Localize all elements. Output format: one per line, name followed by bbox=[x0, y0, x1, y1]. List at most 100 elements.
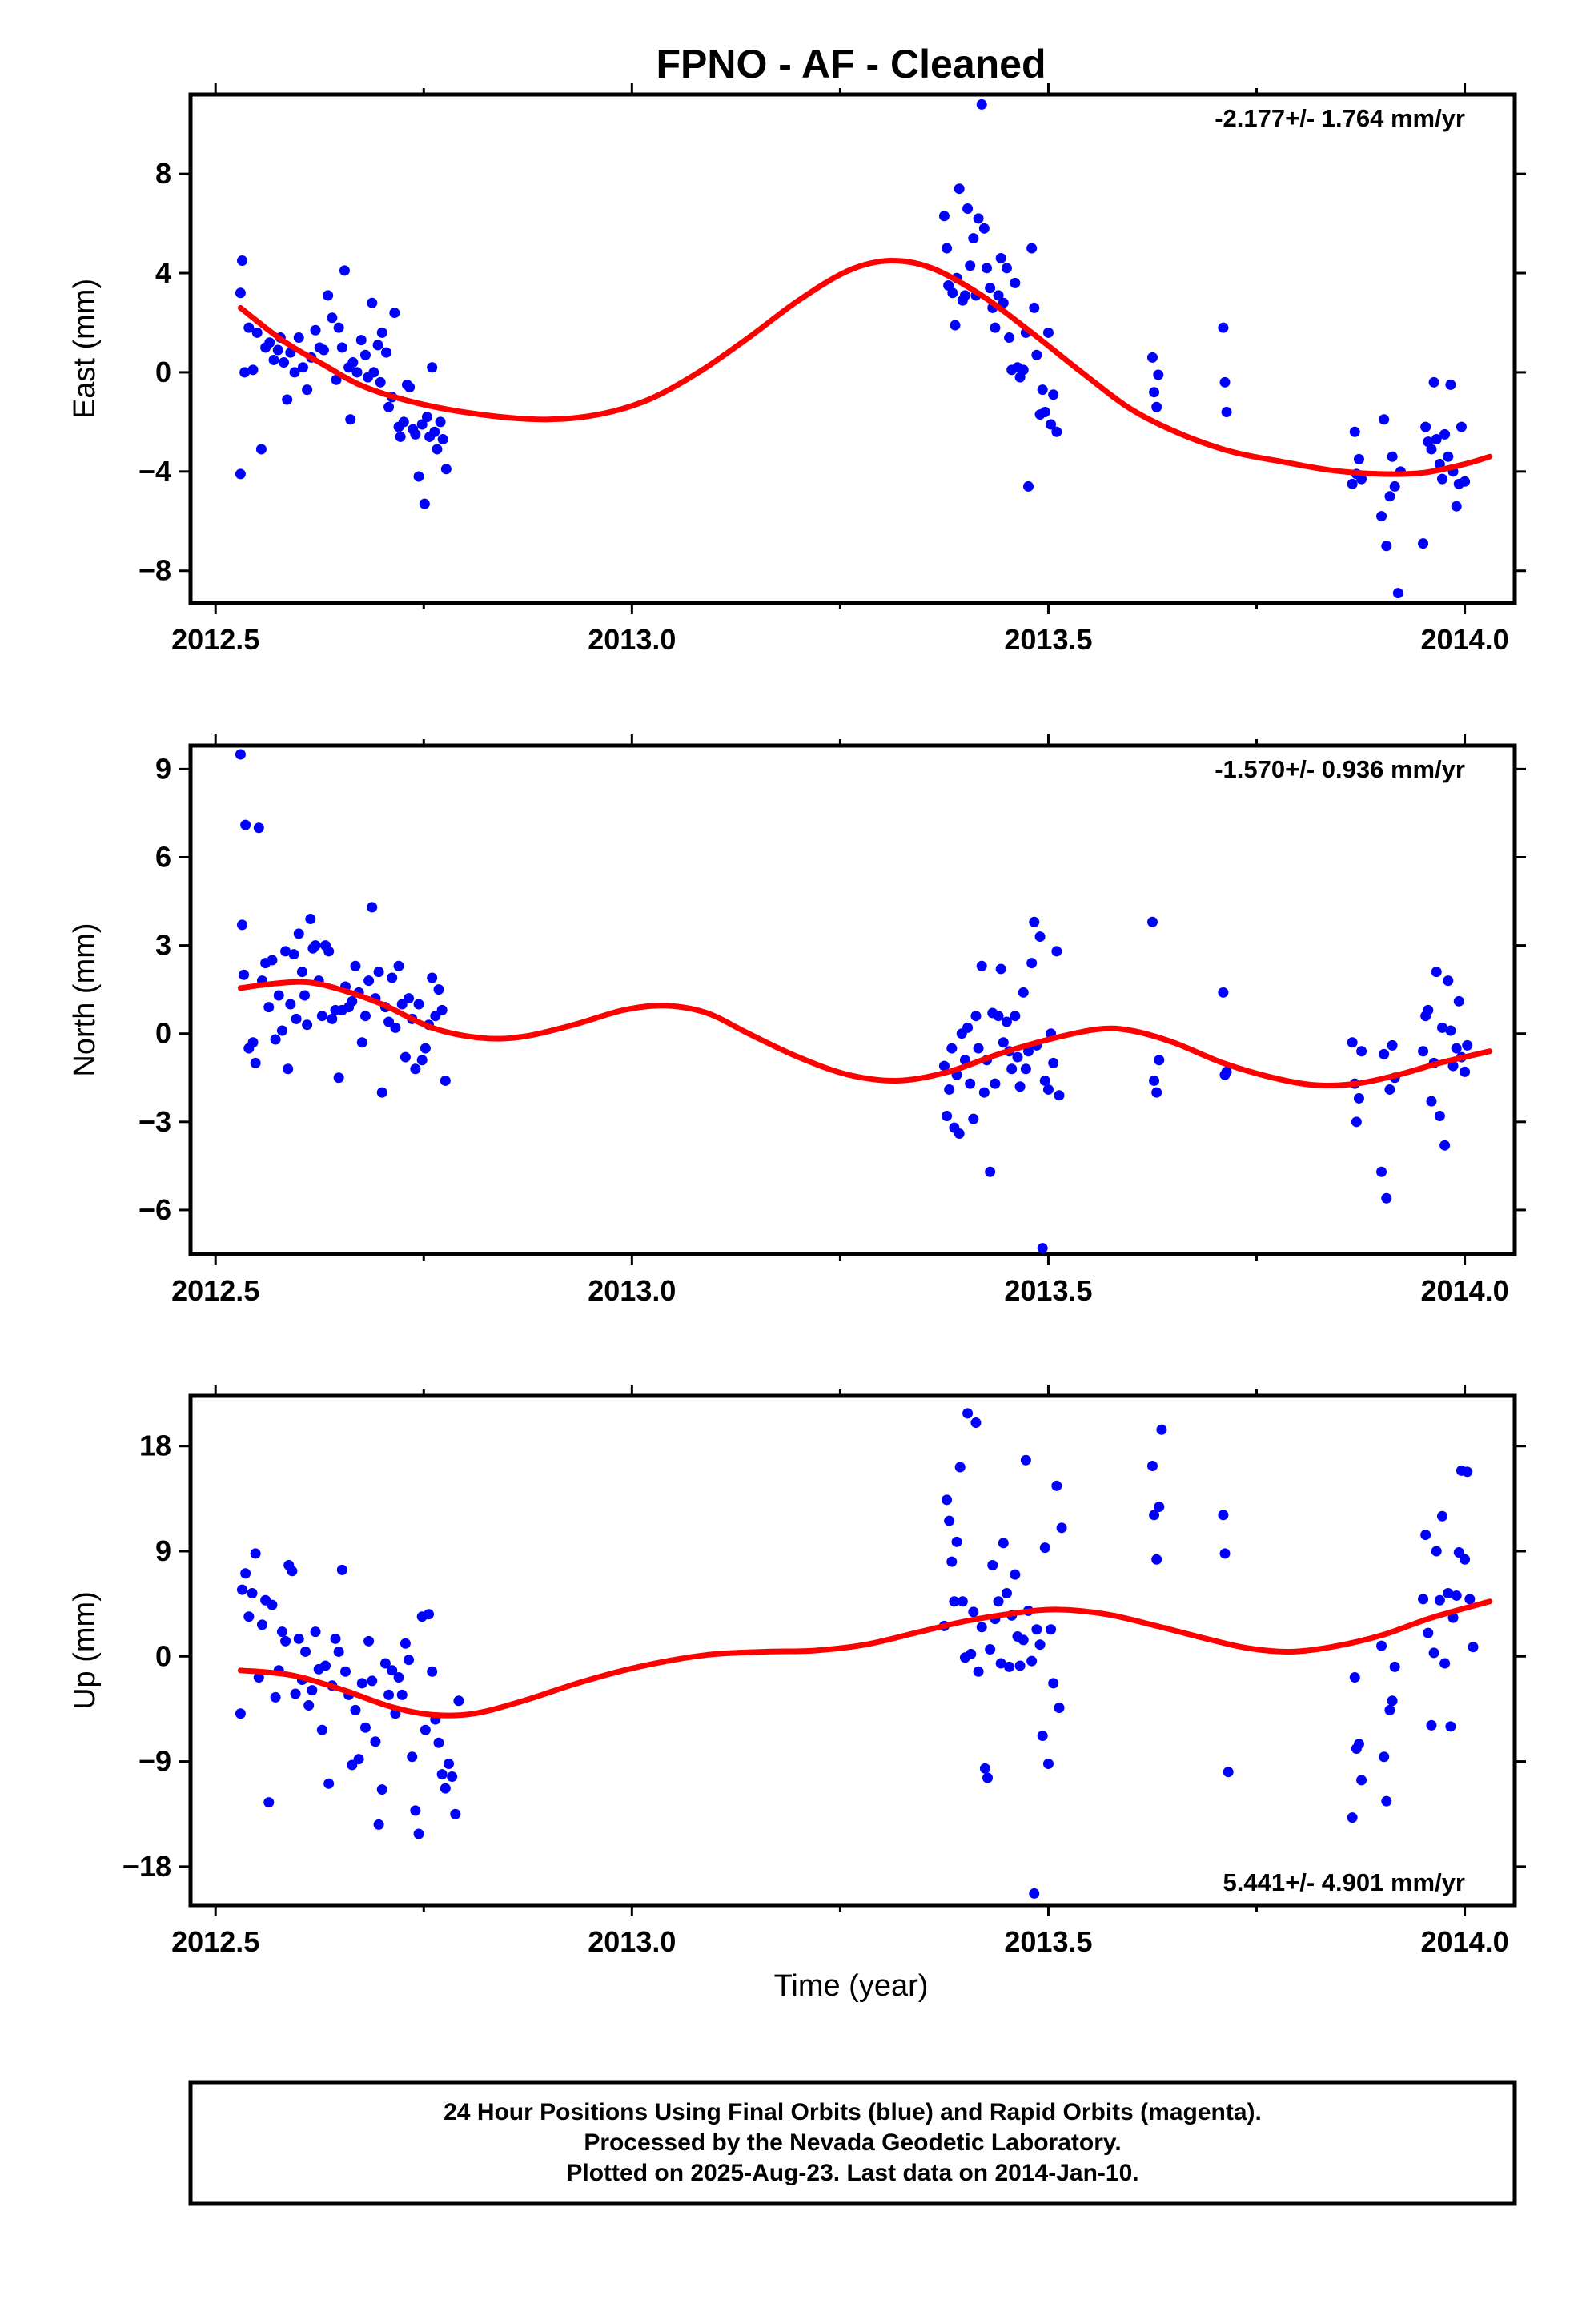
east-data-point bbox=[954, 183, 965, 195]
east-data-point bbox=[1387, 451, 1398, 462]
up-data-point bbox=[413, 1828, 424, 1839]
north-data-point bbox=[1034, 931, 1046, 943]
north-data-point bbox=[1042, 1084, 1054, 1095]
up-data-point bbox=[287, 1566, 298, 1577]
up-data-point bbox=[404, 1655, 415, 1666]
north-data-point bbox=[383, 1016, 395, 1027]
up-data-point bbox=[1439, 1658, 1451, 1669]
up-data-point bbox=[453, 1695, 464, 1707]
east-data-point bbox=[235, 287, 246, 299]
up-data-point bbox=[1384, 1704, 1395, 1715]
north-data-point bbox=[267, 955, 278, 966]
north-data-point bbox=[236, 919, 247, 931]
north-data-point bbox=[1453, 995, 1464, 1007]
north-data-point bbox=[1423, 1004, 1434, 1015]
east-data-point bbox=[1149, 387, 1160, 398]
north-data-point bbox=[1439, 1140, 1451, 1151]
up-data-point bbox=[1223, 1767, 1234, 1778]
north-data-point bbox=[400, 1051, 411, 1063]
north-data-point bbox=[390, 1022, 401, 1033]
up-data-point bbox=[427, 1666, 438, 1677]
up-rate-label: 5.441+/- 4.901 mm/yr bbox=[1223, 1868, 1465, 1896]
east-x-tick-label: 2012.5 bbox=[171, 623, 259, 656]
north-data-point bbox=[299, 990, 311, 1001]
up-data-point bbox=[949, 1596, 960, 1607]
north-data-point bbox=[323, 946, 335, 957]
north-data-point bbox=[288, 949, 299, 960]
north-data-point bbox=[993, 1011, 1004, 1022]
up-data-point bbox=[356, 1678, 367, 1689]
east-data-point bbox=[947, 287, 958, 299]
east-data-point bbox=[345, 414, 356, 425]
north-data-point bbox=[413, 999, 424, 1010]
up-data-point bbox=[376, 1784, 387, 1795]
east-x-tick-label: 2013.5 bbox=[1004, 623, 1092, 656]
east-y-tick-label: 0 bbox=[155, 356, 171, 388]
up-data-point bbox=[1014, 1660, 1026, 1671]
east-data-point bbox=[376, 327, 387, 338]
up-data-point bbox=[293, 1633, 304, 1644]
east-data-point bbox=[1022, 480, 1034, 492]
footer-frame bbox=[188, 2080, 1517, 2206]
north-y-axis-label: North (mm) bbox=[68, 923, 102, 1076]
up-data-point bbox=[396, 1689, 408, 1700]
north-data-point bbox=[1356, 1046, 1367, 1057]
east-data-point bbox=[383, 401, 395, 412]
north-x-tick-label: 2012.5 bbox=[171, 1274, 259, 1307]
footer-line-1: 24 Hour Positions Using Final Orbits (bl… bbox=[444, 2099, 1262, 2125]
up-data-point bbox=[235, 1708, 246, 1719]
up-data-point bbox=[993, 1596, 1004, 1607]
east-data-point bbox=[243, 322, 255, 333]
up-data-point bbox=[987, 1560, 998, 1571]
east-data-point bbox=[1153, 369, 1164, 380]
up-data-point bbox=[1051, 1480, 1062, 1491]
up-data-point bbox=[1001, 1588, 1012, 1599]
north-data-point bbox=[420, 1043, 431, 1054]
east-data-point bbox=[351, 367, 363, 378]
north-data-point bbox=[333, 1072, 344, 1084]
east-data-point bbox=[264, 337, 275, 348]
east-data-point bbox=[359, 349, 371, 360]
north-x-tick-label: 2014.0 bbox=[1421, 1274, 1509, 1307]
up-data-point bbox=[1046, 1624, 1057, 1635]
up-data-point bbox=[1353, 1739, 1364, 1750]
east-data-point bbox=[389, 308, 400, 319]
east-data-point bbox=[942, 243, 953, 254]
up-data-point bbox=[1428, 1647, 1439, 1659]
north-data-point bbox=[373, 967, 384, 978]
east-data-point bbox=[962, 203, 974, 214]
east-data-point bbox=[380, 347, 391, 358]
east-x-tick-label: 2014.0 bbox=[1421, 623, 1509, 656]
east-marks: 8 4 0 −4 −8 2012.5 2013.0 2013.5 2014.0 bbox=[139, 83, 1526, 656]
north-data-point bbox=[1006, 1063, 1018, 1075]
north-data-point bbox=[1218, 987, 1229, 998]
up-data-point bbox=[387, 1665, 398, 1676]
north-data-point bbox=[291, 1013, 302, 1024]
east-data-point bbox=[1048, 389, 1059, 400]
up-data-point bbox=[1042, 1758, 1054, 1769]
up-data-point bbox=[1218, 1510, 1229, 1521]
east-data-point bbox=[1451, 501, 1462, 512]
north-data-point bbox=[367, 902, 378, 913]
up-data-point bbox=[300, 1646, 311, 1657]
north-data-point bbox=[283, 1063, 294, 1075]
east-data-point bbox=[429, 426, 440, 437]
north-data-point bbox=[285, 999, 296, 1010]
up-data-point bbox=[1460, 1554, 1471, 1565]
east-data-point bbox=[1384, 491, 1395, 502]
east-data-point bbox=[235, 468, 246, 480]
up-data-point bbox=[970, 1417, 982, 1429]
east-data-point bbox=[251, 327, 263, 338]
east-data-point bbox=[437, 434, 448, 445]
north-data-point bbox=[1351, 1116, 1362, 1128]
up-data-point bbox=[1431, 1546, 1442, 1557]
north-data-point bbox=[270, 1034, 281, 1045]
east-rate-label: -2.177+/- 1.764 mm/yr bbox=[1215, 104, 1465, 132]
up-data-point bbox=[962, 1408, 974, 1419]
east-data-point bbox=[1445, 379, 1456, 390]
up-data-point bbox=[979, 1763, 990, 1774]
north-data-point bbox=[1149, 1075, 1160, 1086]
north-y-tick-label: 6 bbox=[155, 840, 171, 873]
up-data-point bbox=[240, 1568, 251, 1579]
north-data-point bbox=[296, 967, 307, 978]
